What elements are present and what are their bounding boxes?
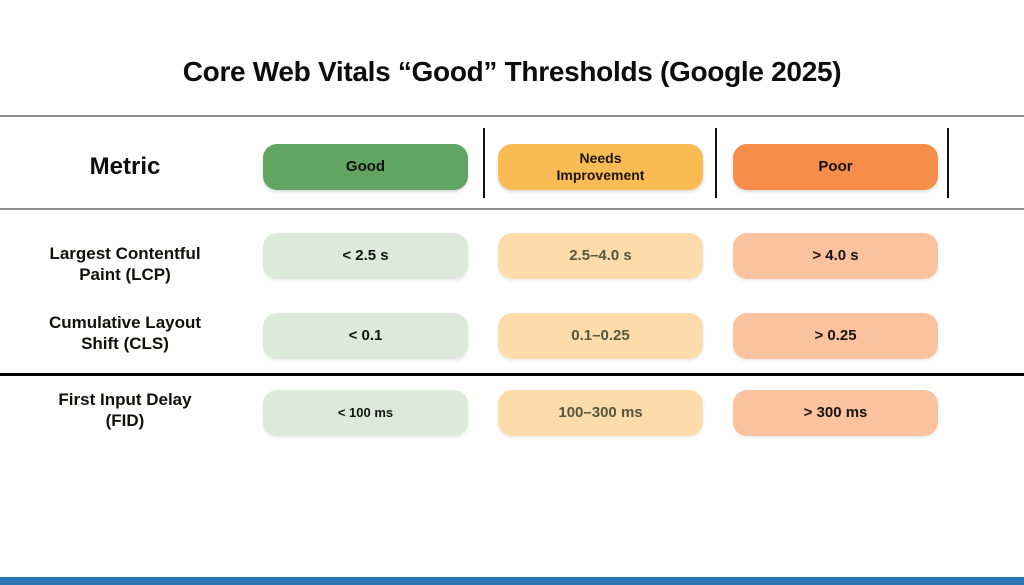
cell-cls-poor: > 0.25 (733, 313, 938, 359)
column-header-poor: Poor (733, 144, 938, 190)
column-header-needs-improvement: Needs Improvement (498, 144, 703, 190)
cell-cls-good: < 0.1 (263, 313, 468, 359)
metric-column-header: Metric (89, 153, 161, 180)
cell-cls-needs-improvement: 0.1–0.25 (498, 313, 703, 359)
cell-fid-poor: > 300 ms (733, 390, 938, 436)
metric-label-fid: First Input Delay (FID) (58, 390, 192, 430)
header-separator-2 (715, 128, 717, 198)
cell-fid-good: < 100 ms (263, 390, 468, 436)
divider-top (0, 115, 1024, 117)
header-separator-1 (483, 128, 485, 198)
page-title: Core Web Vitals “Good” Thresholds (Googl… (182, 56, 842, 87)
column-header-good: Good (263, 144, 468, 190)
metric-label-cls: Cumulative Layout Shift (CLS) (48, 313, 202, 353)
cell-lcp-good: < 2.5 s (263, 233, 468, 279)
divider-header (0, 208, 1024, 210)
divider-heavy (0, 373, 1024, 376)
header-separator-3 (947, 128, 949, 198)
footer-accent-bar (0, 577, 1024, 585)
cell-lcp-needs-improvement: 2.5–4.0 s (498, 233, 703, 279)
cell-lcp-poor: > 4.0 s (733, 233, 938, 279)
cell-fid-needs-improvement: 100–300 ms (498, 390, 703, 436)
metric-label-lcp: Largest Contentful Paint (LCP) (49, 244, 201, 284)
